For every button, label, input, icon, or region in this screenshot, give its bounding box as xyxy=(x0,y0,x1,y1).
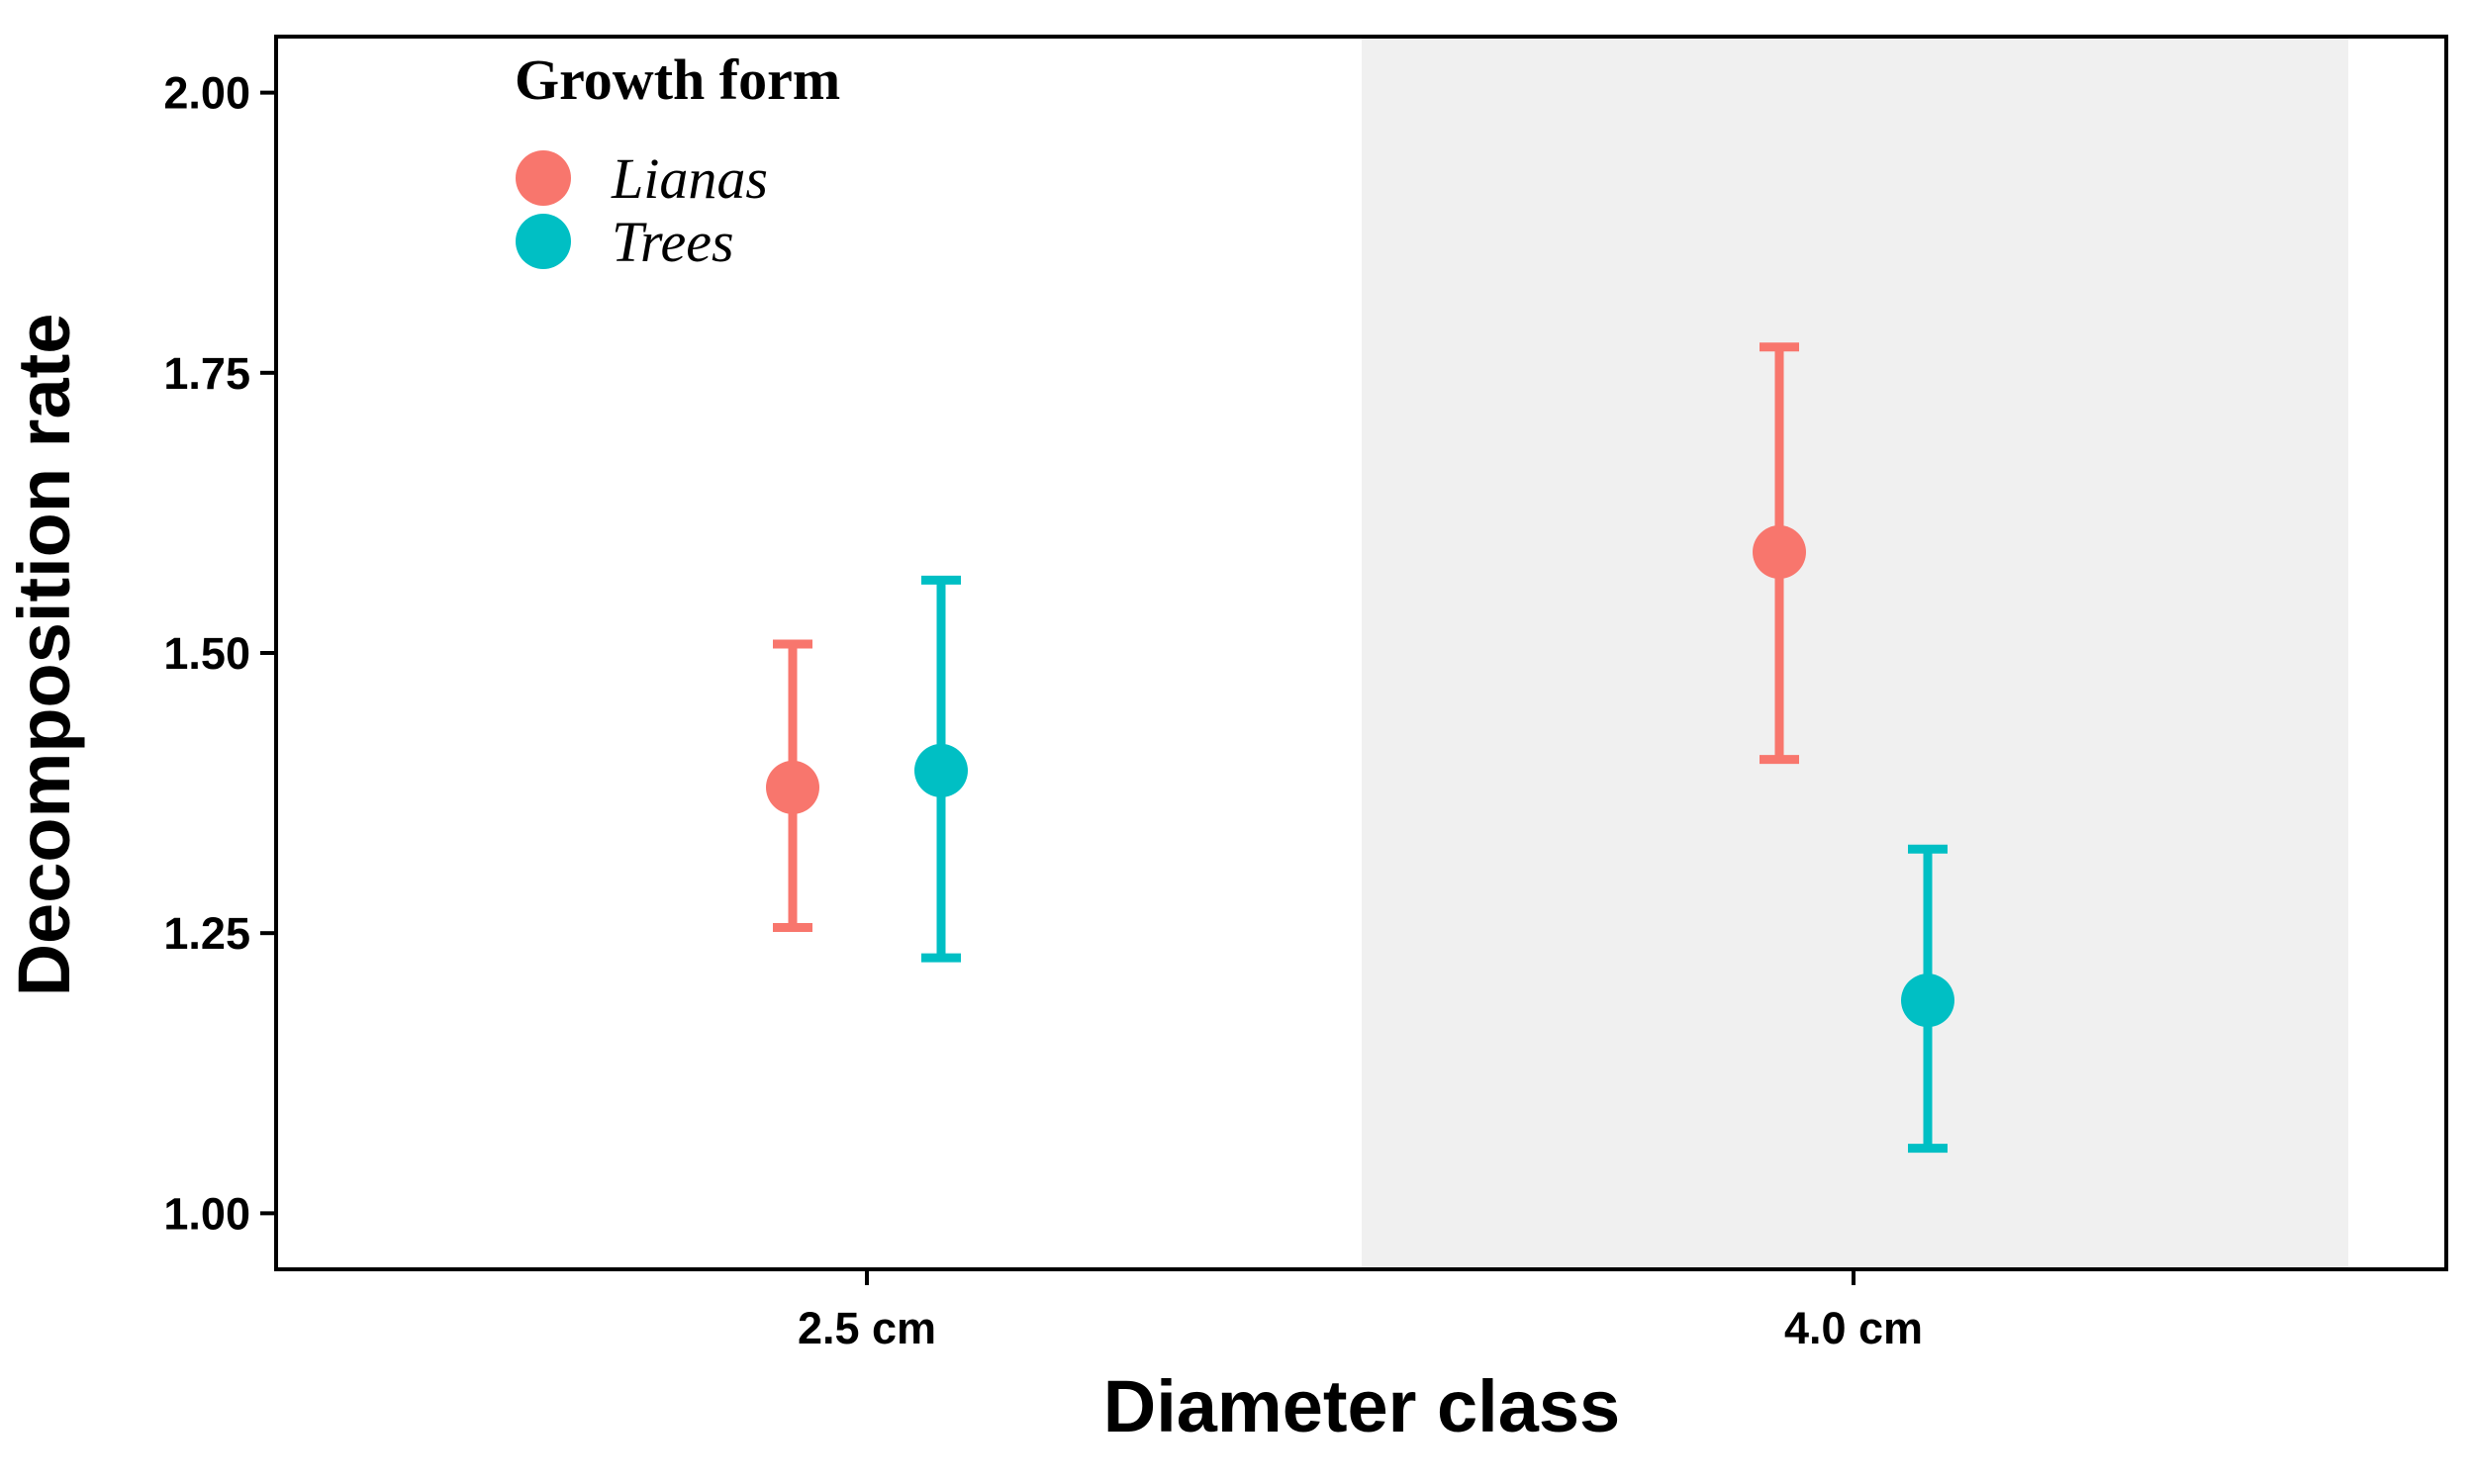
x-tick-label: 2.5 cm xyxy=(798,1303,936,1353)
errorbar-point-trees xyxy=(914,575,968,963)
y-tick-label: 1.00 xyxy=(163,1188,250,1239)
axes: 1.00 1.25 1.50 1.75 2.00 2.5 cm 4.0 cm xyxy=(163,35,2448,1353)
data-point xyxy=(914,743,968,797)
data-point xyxy=(766,760,819,814)
legend-key-lianas xyxy=(516,150,571,206)
errorbar-point-lianas xyxy=(766,639,819,933)
y-tick-label: 1.50 xyxy=(163,628,250,679)
y-tick-label: 1.25 xyxy=(163,908,250,959)
errorbar-point-lianas xyxy=(1753,342,1806,765)
data-marks xyxy=(766,342,1954,1154)
x-axis-title: Diameter class xyxy=(1103,1365,1620,1447)
plot-panel xyxy=(1362,37,2348,1269)
legend-title: Growth form xyxy=(515,47,840,112)
y-axis-title: Decomposition rate xyxy=(3,314,85,997)
y-tick-label: 1.75 xyxy=(163,348,250,399)
data-point xyxy=(1901,974,1954,1028)
x-tick-label: 4.0 cm xyxy=(1784,1303,1923,1353)
legend-key-trees xyxy=(516,214,571,269)
legend-label-lianas: Lianas xyxy=(611,146,768,211)
legend-label-trees: Trees xyxy=(612,210,734,274)
shaded-band-4cm xyxy=(1362,37,2348,1269)
y-tick-label: 2.00 xyxy=(163,68,250,119)
errorbar-point-trees xyxy=(1901,844,1954,1154)
data-point xyxy=(1753,525,1806,580)
